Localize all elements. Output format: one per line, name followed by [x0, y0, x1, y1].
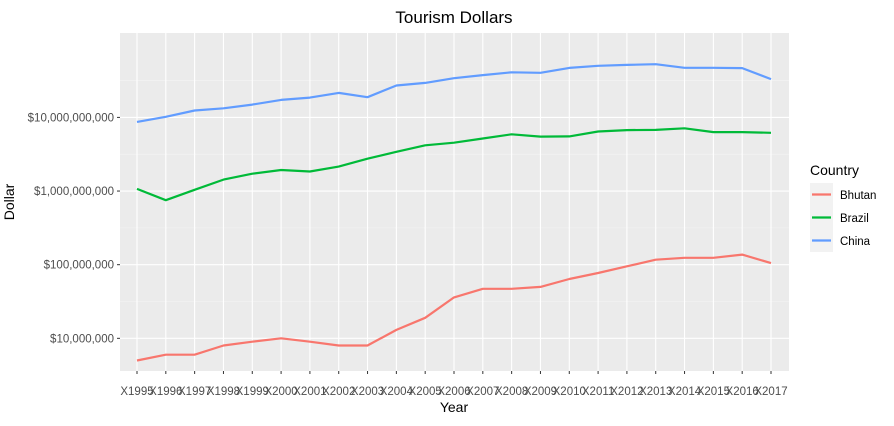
x-tick-label: X2000	[264, 386, 297, 398]
x-tick-label: X2004	[380, 386, 414, 398]
legend-title: Country	[810, 162, 859, 178]
x-tick-label: X2002	[322, 386, 355, 398]
x-tick-label: X2008	[495, 386, 528, 398]
y-tick-label: $10,000,000	[50, 333, 114, 345]
x-tick-label: X1996	[149, 386, 182, 398]
y-axis-title: Dollar	[1, 183, 17, 220]
x-tick-label: X2005	[409, 386, 442, 398]
x-tick-label: X2017	[754, 386, 787, 398]
series-lines	[136, 63, 772, 362]
x-tick-label: X2007	[466, 386, 499, 398]
x-tick-label: X2001	[293, 386, 326, 398]
series-line-bhutan	[136, 253, 772, 362]
x-tick-label: X2009	[524, 386, 557, 398]
major-gridlines	[120, 33, 789, 371]
legend-label: China	[840, 236, 871, 248]
x-tick-label: X2011	[582, 386, 614, 398]
y-tick-label: $100,000,000	[44, 260, 114, 272]
x-tick-label: X2016	[726, 386, 759, 398]
legend-label: Bhutan	[840, 190, 876, 202]
x-tick-label: X1995	[120, 386, 153, 398]
x-axis: X1995X1996X1997X1998X1999X2000X2001X2002…	[120, 371, 788, 398]
y-tick-label: $1,000,000,000	[34, 186, 114, 198]
legend-label: Brazil	[840, 213, 869, 225]
series-line-brazil	[136, 127, 772, 202]
x-axis-title: Year	[440, 399, 469, 415]
y-axis: $10,000,000 $100,000,000 $1,000,000,000 $10…	[28, 112, 120, 345]
x-tick-label: X2015	[697, 386, 730, 398]
legend: Country Bhutan Brazil China	[810, 162, 876, 252]
series-line-china	[136, 63, 772, 123]
x-tick-label: X2010	[553, 386, 586, 398]
y-tick-label: $10,000,000,000	[28, 112, 114, 124]
x-tick-label: X1999	[236, 386, 269, 398]
x-tick-label: X2003	[351, 386, 384, 398]
x-tick-label: X2013	[639, 386, 672, 398]
x-tick-label: X1998	[207, 386, 240, 398]
x-tick-label: X1997	[178, 386, 211, 398]
x-tick-label: X2006	[437, 386, 470, 398]
x-tick-label: X2012	[610, 386, 643, 398]
x-tick-label: X2014	[668, 386, 702, 398]
chart-title: Tourism Dollars	[395, 8, 512, 27]
